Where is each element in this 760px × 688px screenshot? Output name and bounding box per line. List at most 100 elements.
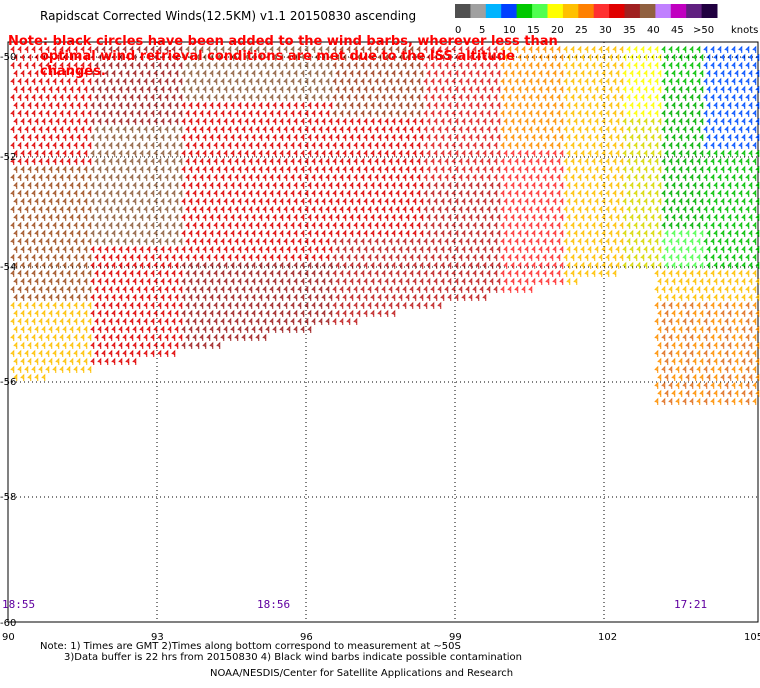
wind-barb [430, 61, 435, 69]
wind-barb [160, 245, 165, 253]
wind-barb [241, 173, 246, 181]
wind-barb [255, 77, 260, 85]
wind-barb [727, 117, 732, 125]
wind-barb [426, 149, 431, 157]
wind-barb [227, 77, 232, 85]
wind-barb [720, 149, 725, 157]
wind-barb [608, 229, 613, 237]
wind-barb [335, 101, 340, 109]
wind-barb [13, 149, 18, 157]
wind-barb [62, 293, 67, 301]
wind-barb [188, 245, 193, 253]
wind-barb [752, 125, 757, 133]
wind-barb [31, 125, 36, 133]
wind-barb [685, 133, 690, 141]
wind-barb [493, 109, 498, 117]
wind-barb [395, 45, 400, 53]
wind-barb [444, 285, 449, 293]
wind-barb [55, 213, 60, 221]
wind-barb [283, 205, 288, 213]
wind-barb [528, 173, 533, 181]
wind-barb [311, 237, 316, 245]
wind-barb [255, 93, 260, 101]
wind-barb [577, 205, 582, 213]
wind-barb [629, 133, 634, 141]
wind-barb [230, 325, 235, 333]
wind-barb [220, 77, 225, 85]
wind-barb [608, 117, 613, 125]
colorbar-tick-label: 0 [455, 25, 461, 36]
wind-barb [304, 237, 309, 245]
wind-barb [59, 141, 64, 149]
wind-barb [727, 325, 732, 333]
wind-barb [374, 205, 379, 213]
wind-barb [52, 365, 57, 373]
wind-barb [143, 141, 148, 149]
wind-barb [587, 85, 592, 93]
wind-barb [283, 189, 288, 197]
colorbar-swatch [470, 4, 487, 18]
wind-barb [738, 349, 743, 357]
wind-barb [227, 205, 232, 213]
wind-barb [251, 69, 256, 77]
wind-barb [615, 69, 620, 77]
wind-barb [279, 213, 284, 221]
wind-barb [629, 117, 634, 125]
wind-barb [402, 93, 407, 101]
wind-barb [262, 109, 267, 117]
wind-barb [605, 61, 610, 69]
wind-barb [412, 245, 417, 253]
wind-barb [279, 325, 284, 333]
wind-barb [426, 133, 431, 141]
wind-barb [640, 141, 645, 149]
wind-barb [752, 173, 757, 181]
wind-barb [73, 269, 78, 277]
wind-barb [612, 125, 617, 133]
wind-barb [629, 85, 634, 93]
wind-barb [346, 109, 351, 117]
wind-barb [493, 93, 498, 101]
wind-barb [258, 85, 263, 93]
wind-barb [111, 101, 116, 109]
wind-barb [713, 165, 718, 173]
wind-barb [230, 245, 235, 253]
wind-barb [696, 141, 701, 149]
wind-barb [696, 109, 701, 117]
wind-barb [325, 45, 330, 53]
wind-barb [227, 125, 232, 133]
wind-barb [325, 141, 330, 149]
wind-barb [174, 261, 179, 269]
wind-barb [335, 229, 340, 237]
wind-barb [468, 229, 473, 237]
wind-barb [475, 117, 480, 125]
wind-barb [258, 213, 263, 221]
wind-barb [339, 205, 344, 213]
wind-barb [335, 133, 340, 141]
wind-barb [748, 325, 753, 333]
wind-barb [664, 197, 669, 205]
wind-barb [199, 317, 204, 325]
wind-barb [444, 221, 449, 229]
wind-barb [115, 61, 120, 69]
wind-barb [59, 45, 64, 53]
wind-barb [192, 333, 197, 341]
wind-barb [531, 181, 536, 189]
wind-barb [755, 341, 760, 349]
wind-barb [213, 253, 218, 261]
wind-barb [699, 261, 704, 269]
wind-barb [703, 221, 708, 229]
wind-barb [591, 141, 596, 149]
wind-barb [335, 181, 340, 189]
wind-barb [612, 253, 617, 261]
wind-barb [451, 141, 456, 149]
wind-barb [293, 69, 298, 77]
wind-barb [339, 141, 344, 149]
wind-barb [132, 85, 137, 93]
wind-barb [31, 93, 36, 101]
wind-barb [192, 301, 197, 309]
wind-barb [227, 221, 232, 229]
wind-barb [52, 93, 57, 101]
wind-barb [283, 173, 288, 181]
wind-barb [321, 149, 326, 157]
wind-barb [269, 253, 274, 261]
